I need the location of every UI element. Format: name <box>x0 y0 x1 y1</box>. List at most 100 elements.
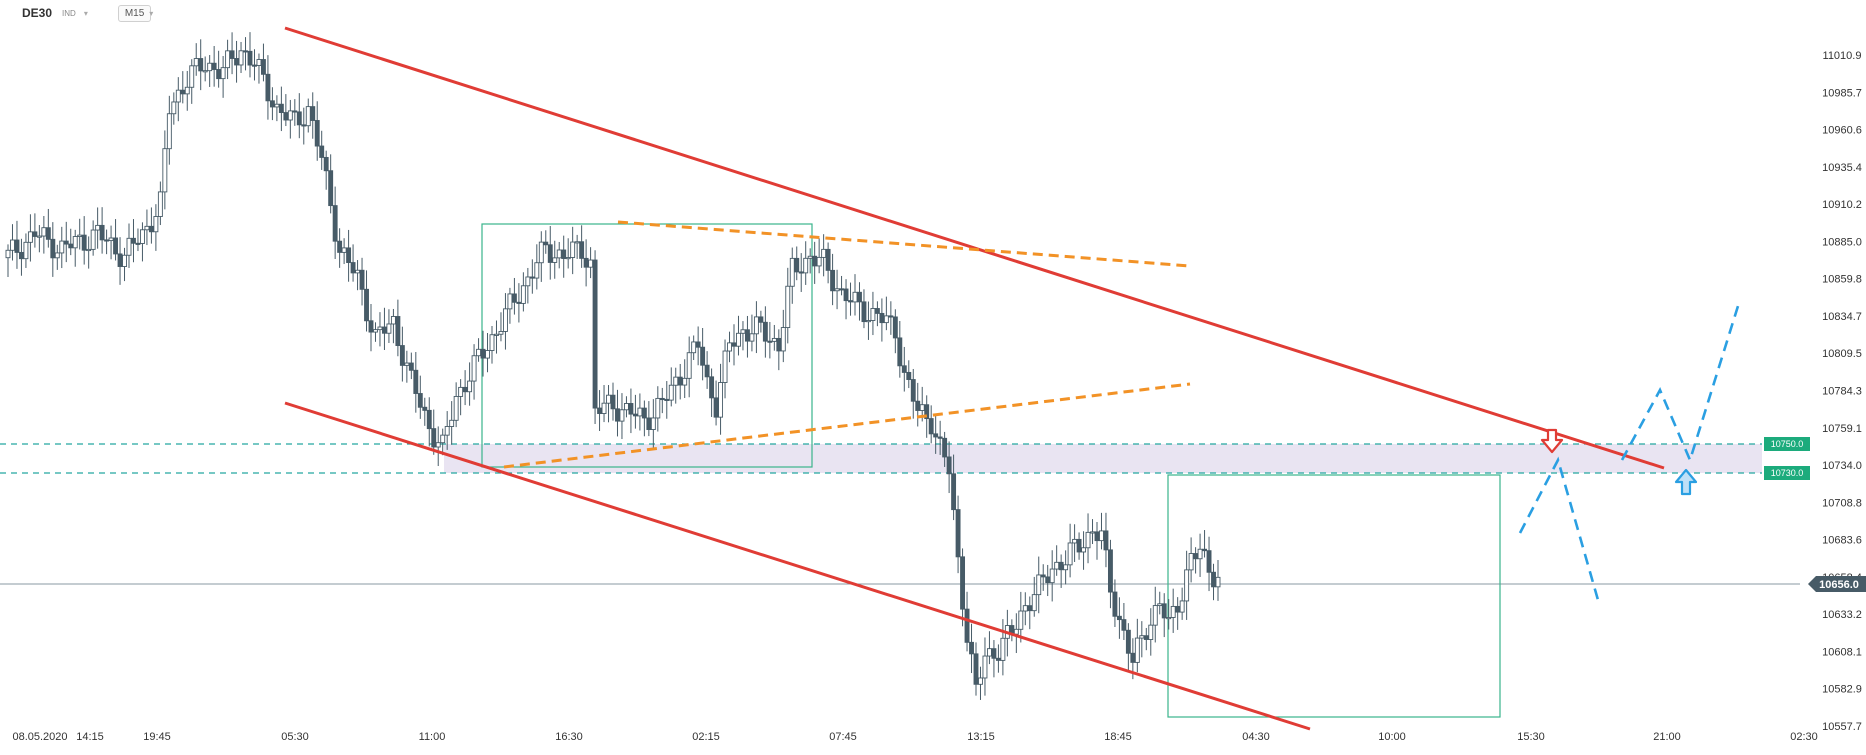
candle-body <box>184 86 190 95</box>
candle-body <box>1134 637 1140 663</box>
candle-body <box>785 285 791 329</box>
candle-body <box>628 403 634 415</box>
candle-body <box>919 404 925 411</box>
candle-body <box>812 255 818 267</box>
candle-body <box>1000 637 1006 661</box>
candle-body <box>467 380 473 393</box>
candle-body <box>489 334 495 351</box>
candle-body <box>373 329 378 333</box>
candle-body <box>1161 603 1167 619</box>
candle-body <box>305 106 311 127</box>
candle-body <box>1040 574 1046 578</box>
x-tick-label: 13:15 <box>967 731 995 743</box>
candle-body <box>462 386 468 393</box>
candle-body <box>879 312 885 324</box>
candle-body <box>511 293 517 303</box>
candle-body <box>476 348 482 357</box>
chevron-down-icon[interactable]: ▾ <box>83 8 88 18</box>
candle-body <box>1206 550 1212 573</box>
candle-body <box>234 58 240 66</box>
y-tick-label: 10759.1 <box>1822 423 1862 435</box>
candle-body <box>776 337 782 352</box>
timeframe-select[interactable]: M15 <box>117 4 152 22</box>
level-tag-box <box>1764 466 1810 480</box>
candle-body <box>157 191 163 217</box>
candle-body <box>740 329 746 334</box>
candle-body <box>171 101 177 115</box>
candle-body <box>843 288 849 302</box>
candle-body <box>695 341 701 348</box>
candle-body <box>211 62 217 70</box>
candle-body <box>135 242 141 245</box>
candle-body <box>892 316 898 339</box>
candle-body <box>973 653 979 685</box>
candle-body <box>623 403 629 411</box>
candle-body <box>682 377 688 386</box>
candle-body <box>1031 594 1037 612</box>
symbol-name[interactable]: DE30 <box>22 6 53 20</box>
candle-body <box>615 408 620 422</box>
candle-body <box>915 400 921 411</box>
candle-body <box>59 240 65 254</box>
candle-body <box>90 229 96 250</box>
candle-body <box>1085 531 1091 549</box>
candle-body <box>664 398 670 401</box>
candle-body <box>655 397 661 419</box>
candle-body <box>1054 561 1060 570</box>
candle-body <box>350 262 356 274</box>
x-tick-label: 07:45 <box>829 731 857 743</box>
candle-body <box>1103 530 1109 551</box>
candle-body <box>767 340 773 343</box>
candle-body <box>794 257 800 273</box>
y-tick-label: 10734.0 <box>1822 460 1862 472</box>
candle-body <box>81 234 87 251</box>
candle-body <box>964 608 970 643</box>
candle-body <box>377 326 383 331</box>
candle-body <box>848 300 853 303</box>
candle-body <box>960 556 966 610</box>
candle-body <box>1072 538 1078 544</box>
candle-body <box>565 257 571 260</box>
candle-body <box>162 148 168 193</box>
candle-body <box>928 418 934 435</box>
y-tick-label: 10910.2 <box>1822 199 1862 211</box>
candle-body <box>148 225 154 233</box>
candle-body <box>1202 548 1208 552</box>
candle-body <box>1148 624 1154 640</box>
projection-path-bearish <box>1518 456 1600 601</box>
candle-body <box>857 291 862 303</box>
timeframe-chevron-icon[interactable]: ▾ <box>149 8 154 18</box>
range-box-2 <box>1167 474 1501 718</box>
candle-body <box>601 402 607 414</box>
candle-body <box>942 437 948 458</box>
candle-body <box>570 241 576 258</box>
candle-body <box>762 321 768 342</box>
candle-body <box>332 205 338 242</box>
candle-body <box>677 376 683 386</box>
x-tick-label: 18:45 <box>1104 731 1132 743</box>
y-tick-label: 10885.0 <box>1822 236 1862 248</box>
candle-body <box>1197 548 1203 560</box>
x-tick-label: 11:00 <box>419 731 446 743</box>
time-axis[interactable]: 08.05.2020 14:15 19:45 05:30 11:00 16:30 02:15… <box>12 731 1817 743</box>
candle-body <box>597 407 603 414</box>
candle-body <box>606 394 611 404</box>
candle-body <box>946 456 952 475</box>
y-tick-label: 10809.5 <box>1822 348 1862 360</box>
candle-body <box>502 308 508 332</box>
market-label: IND <box>62 8 76 18</box>
candle-body <box>265 73 271 102</box>
candle-body <box>41 227 47 237</box>
candle-body <box>910 379 916 402</box>
candle-body <box>198 58 204 72</box>
candle-body <box>95 224 101 231</box>
candle-body <box>449 419 455 427</box>
y-tick-label: 10582.9 <box>1822 684 1862 696</box>
candle-body <box>368 320 374 333</box>
candle-body <box>1211 571 1216 588</box>
candle-body <box>744 329 750 342</box>
price-axis[interactable]: 11010.9 10985.7 10960.6 10935.4 10910.2 10885… <box>1822 50 1862 733</box>
candle-body <box>924 404 930 420</box>
